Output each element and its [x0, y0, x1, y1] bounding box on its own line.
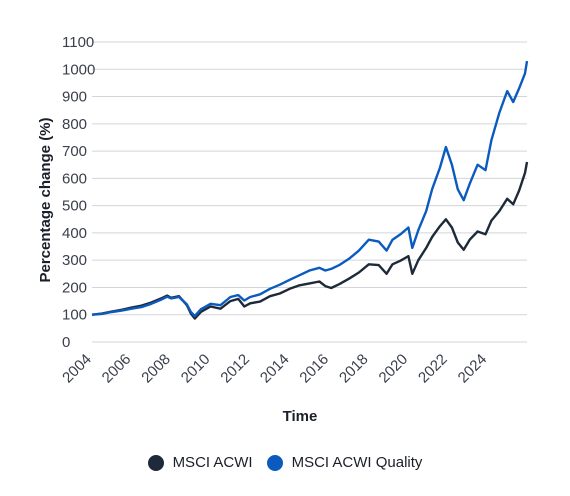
legend-swatch-msci-acwi — [147, 454, 164, 471]
y-tick-label: 800 — [62, 116, 87, 133]
y-tick-label: 1000 — [62, 61, 95, 78]
x-tick-label: 2024 — [455, 351, 491, 387]
legend-label-msci-acwi: MSCI ACWI — [172, 454, 253, 471]
y-tick-label: 400 — [62, 225, 87, 242]
y-tick-label: 1100 — [62, 34, 94, 51]
legend-swatch-msci-acwi-quality — [266, 454, 283, 471]
y-tick-label: 100 — [62, 307, 87, 324]
y-axis-title: Percentage change (%) — [37, 117, 54, 282]
y-tick-label: 600 — [62, 170, 87, 187]
legend-label-msci-acwi-quality: MSCI ACWI Quality — [291, 454, 423, 471]
x-tick-label: 2006 — [99, 351, 135, 387]
series-line-msci-acwi-quality — [91, 60, 529, 318]
series-line-msci-acwi — [91, 161, 529, 320]
y-tick-label: 900 — [62, 89, 87, 106]
x-tick-label: 2010 — [178, 351, 214, 387]
x-axis-ticks: 2004 2006 2008 2010 2012 2014 2016 2018 2020 2022… — [59, 351, 490, 387]
x-tick-label: 2014 — [257, 351, 293, 387]
line-chart: 0 100 200 300 400 500 600 700 800 900 1000 1100 200… — [37, 34, 529, 425]
legend-item-msci-acwi-quality[interactable]: MSCI ACWI Quality — [266, 454, 423, 471]
x-tick-label: 2018 — [336, 351, 372, 387]
gridlines — [92, 41, 527, 343]
x-tick-label: 2020 — [376, 351, 412, 387]
legend-item-msci-acwi[interactable]: MSCI ACWI — [147, 454, 253, 471]
y-tick-label: 500 — [62, 198, 87, 215]
y-tick-label: 700 — [62, 143, 87, 160]
x-tick-label: 2016 — [296, 351, 332, 387]
y-axis-ticks: 0 100 200 300 400 500 600 700 800 900 1000 1100 — [62, 34, 95, 351]
series-lines — [91, 60, 529, 320]
x-axis-title: Time — [283, 408, 318, 425]
y-tick-label: 300 — [62, 252, 87, 269]
x-tick-label: 2012 — [217, 351, 253, 387]
y-tick-label: 200 — [62, 279, 87, 296]
legend: MSCI ACWI MSCI ACWI Quality — [0, 454, 570, 471]
x-tick-label: 2022 — [415, 351, 451, 387]
x-tick-label: 2008 — [138, 351, 174, 387]
x-tick-label: 2004 — [59, 351, 95, 387]
y-tick-label: 0 — [62, 334, 70, 351]
